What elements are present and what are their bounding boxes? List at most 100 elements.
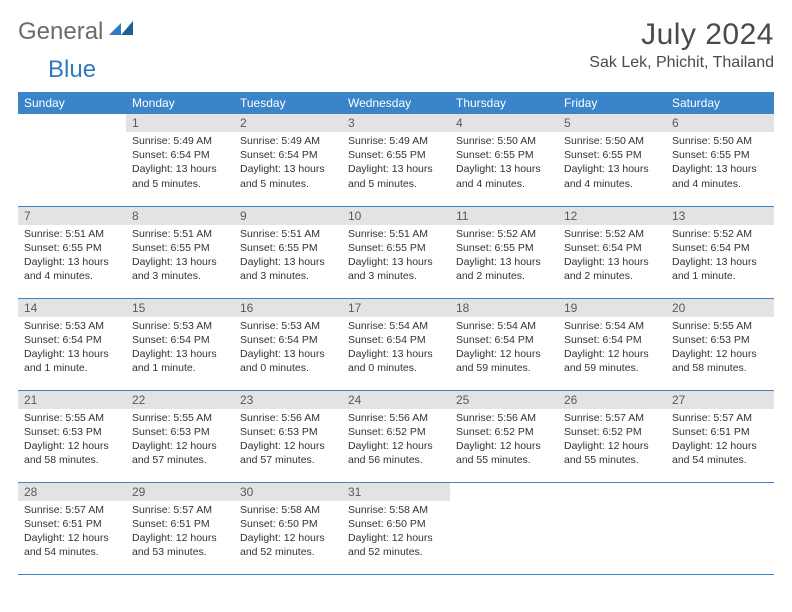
calendar-day-cell: 4Sunrise: 5:50 AMSunset: 6:55 PMDaylight… (450, 114, 558, 206)
calendar-day-cell: 21Sunrise: 5:55 AMSunset: 6:53 PMDayligh… (18, 390, 126, 482)
day-details: Sunrise: 5:54 AMSunset: 6:54 PMDaylight:… (342, 317, 450, 380)
day-number: 17 (342, 299, 450, 317)
day-details: Sunrise: 5:49 AMSunset: 6:54 PMDaylight:… (234, 132, 342, 195)
weekday-header: Wednesday (342, 92, 450, 114)
day-number: 20 (666, 299, 774, 317)
day-number: 22 (126, 391, 234, 409)
day-number: 14 (18, 299, 126, 317)
day-number: 12 (558, 207, 666, 225)
day-details: Sunrise: 5:58 AMSunset: 6:50 PMDaylight:… (234, 501, 342, 564)
day-details: Sunrise: 5:53 AMSunset: 6:54 PMDaylight:… (234, 317, 342, 380)
month-title: July 2024 (589, 18, 774, 52)
calendar-day-cell: 22Sunrise: 5:55 AMSunset: 6:53 PMDayligh… (126, 390, 234, 482)
day-number: 28 (18, 483, 126, 501)
calendar-day-cell: 7Sunrise: 5:51 AMSunset: 6:55 PMDaylight… (18, 206, 126, 298)
day-number: 23 (234, 391, 342, 409)
calendar-day-cell: 30Sunrise: 5:58 AMSunset: 6:50 PMDayligh… (234, 482, 342, 574)
day-details: Sunrise: 5:57 AMSunset: 6:52 PMDaylight:… (558, 409, 666, 472)
calendar-day-cell: 12Sunrise: 5:52 AMSunset: 6:54 PMDayligh… (558, 206, 666, 298)
day-number: 27 (666, 391, 774, 409)
calendar-day-cell: 10Sunrise: 5:51 AMSunset: 6:55 PMDayligh… (342, 206, 450, 298)
day-number: 31 (342, 483, 450, 501)
calendar-day-cell: 13Sunrise: 5:52 AMSunset: 6:54 PMDayligh… (666, 206, 774, 298)
calendar-week-row: 28Sunrise: 5:57 AMSunset: 6:51 PMDayligh… (18, 482, 774, 574)
calendar-day-cell: . (18, 114, 126, 206)
calendar-day-cell: 20Sunrise: 5:55 AMSunset: 6:53 PMDayligh… (666, 298, 774, 390)
calendar-day-cell: 31Sunrise: 5:58 AMSunset: 6:50 PMDayligh… (342, 482, 450, 574)
weekday-header: Tuesday (234, 92, 342, 114)
day-number: 6 (666, 114, 774, 132)
calendar-day-cell: 1Sunrise: 5:49 AMSunset: 6:54 PMDaylight… (126, 114, 234, 206)
day-number: 15 (126, 299, 234, 317)
day-number: 7 (18, 207, 126, 225)
calendar-day-cell: 23Sunrise: 5:56 AMSunset: 6:53 PMDayligh… (234, 390, 342, 482)
day-details: Sunrise: 5:52 AMSunset: 6:55 PMDaylight:… (450, 225, 558, 288)
calendar-day-cell: 9Sunrise: 5:51 AMSunset: 6:55 PMDaylight… (234, 206, 342, 298)
day-details: Sunrise: 5:57 AMSunset: 6:51 PMDaylight:… (126, 501, 234, 564)
calendar-day-cell: 24Sunrise: 5:56 AMSunset: 6:52 PMDayligh… (342, 390, 450, 482)
day-details: Sunrise: 5:56 AMSunset: 6:53 PMDaylight:… (234, 409, 342, 472)
weekday-header: Saturday (666, 92, 774, 114)
calendar-day-cell: 8Sunrise: 5:51 AMSunset: 6:55 PMDaylight… (126, 206, 234, 298)
day-details: Sunrise: 5:54 AMSunset: 6:54 PMDaylight:… (450, 317, 558, 380)
calendar-day-cell: 29Sunrise: 5:57 AMSunset: 6:51 PMDayligh… (126, 482, 234, 574)
day-details: Sunrise: 5:54 AMSunset: 6:54 PMDaylight:… (558, 317, 666, 380)
day-number: 13 (666, 207, 774, 225)
day-details: Sunrise: 5:51 AMSunset: 6:55 PMDaylight:… (342, 225, 450, 288)
day-number: 16 (234, 299, 342, 317)
weekday-header: Thursday (450, 92, 558, 114)
day-number: 24 (342, 391, 450, 409)
calendar-day-cell: 25Sunrise: 5:56 AMSunset: 6:52 PMDayligh… (450, 390, 558, 482)
day-number: 5 (558, 114, 666, 132)
location: Sak Lek, Phichit, Thailand (589, 54, 774, 72)
calendar-day-cell: 16Sunrise: 5:53 AMSunset: 6:54 PMDayligh… (234, 298, 342, 390)
calendar-day-cell: 19Sunrise: 5:54 AMSunset: 6:54 PMDayligh… (558, 298, 666, 390)
calendar-day-cell: 26Sunrise: 5:57 AMSunset: 6:52 PMDayligh… (558, 390, 666, 482)
brand-text-general: General (18, 18, 103, 46)
day-details: Sunrise: 5:57 AMSunset: 6:51 PMDaylight:… (666, 409, 774, 472)
day-details: Sunrise: 5:50 AMSunset: 6:55 PMDaylight:… (450, 132, 558, 195)
day-number: 26 (558, 391, 666, 409)
calendar-day-cell: 3Sunrise: 5:49 AMSunset: 6:55 PMDaylight… (342, 114, 450, 206)
day-details: Sunrise: 5:53 AMSunset: 6:54 PMDaylight:… (18, 317, 126, 380)
day-number: 2 (234, 114, 342, 132)
calendar-body: .1Sunrise: 5:49 AMSunset: 6:54 PMDayligh… (18, 114, 774, 574)
calendar-table: SundayMondayTuesdayWednesdayThursdayFrid… (18, 92, 774, 575)
day-details: Sunrise: 5:49 AMSunset: 6:55 PMDaylight:… (342, 132, 450, 195)
calendar-week-row: .1Sunrise: 5:49 AMSunset: 6:54 PMDayligh… (18, 114, 774, 206)
calendar-day-cell: 27Sunrise: 5:57 AMSunset: 6:51 PMDayligh… (666, 390, 774, 482)
day-details: Sunrise: 5:56 AMSunset: 6:52 PMDaylight:… (450, 409, 558, 472)
day-details: Sunrise: 5:52 AMSunset: 6:54 PMDaylight:… (666, 225, 774, 288)
calendar-header-row: SundayMondayTuesdayWednesdayThursdayFrid… (18, 92, 774, 114)
day-number: 9 (234, 207, 342, 225)
calendar-week-row: 21Sunrise: 5:55 AMSunset: 6:53 PMDayligh… (18, 390, 774, 482)
day-number: 4 (450, 114, 558, 132)
day-details: Sunrise: 5:58 AMSunset: 6:50 PMDaylight:… (342, 501, 450, 564)
calendar-week-row: 7Sunrise: 5:51 AMSunset: 6:55 PMDaylight… (18, 206, 774, 298)
calendar-day-cell: 2Sunrise: 5:49 AMSunset: 6:54 PMDaylight… (234, 114, 342, 206)
day-number: 3 (342, 114, 450, 132)
day-details: Sunrise: 5:51 AMSunset: 6:55 PMDaylight:… (18, 225, 126, 288)
day-number: 25 (450, 391, 558, 409)
day-number: 1 (126, 114, 234, 132)
day-number: 19 (558, 299, 666, 317)
day-details: Sunrise: 5:51 AMSunset: 6:55 PMDaylight:… (126, 225, 234, 288)
calendar-day-cell: 11Sunrise: 5:52 AMSunset: 6:55 PMDayligh… (450, 206, 558, 298)
calendar-day-cell: 14Sunrise: 5:53 AMSunset: 6:54 PMDayligh… (18, 298, 126, 390)
brand-text-blue: Blue (48, 56, 96, 83)
day-details: Sunrise: 5:55 AMSunset: 6:53 PMDaylight:… (126, 409, 234, 472)
calendar-week-row: 14Sunrise: 5:53 AMSunset: 6:54 PMDayligh… (18, 298, 774, 390)
weekday-header: Sunday (18, 92, 126, 114)
calendar-day-cell: . (558, 482, 666, 574)
calendar-page: General July 2024 Sak Lek, Phichit, Thai… (0, 0, 792, 575)
day-details: Sunrise: 5:55 AMSunset: 6:53 PMDaylight:… (666, 317, 774, 380)
day-details: Sunrise: 5:57 AMSunset: 6:51 PMDaylight:… (18, 501, 126, 564)
day-details: Sunrise: 5:55 AMSunset: 6:53 PMDaylight:… (18, 409, 126, 472)
flag-icon (109, 21, 137, 44)
day-details: Sunrise: 5:52 AMSunset: 6:54 PMDaylight:… (558, 225, 666, 288)
day-number: 11 (450, 207, 558, 225)
day-number: 21 (18, 391, 126, 409)
day-number: 30 (234, 483, 342, 501)
calendar-day-cell: 28Sunrise: 5:57 AMSunset: 6:51 PMDayligh… (18, 482, 126, 574)
calendar-day-cell: 17Sunrise: 5:54 AMSunset: 6:54 PMDayligh… (342, 298, 450, 390)
